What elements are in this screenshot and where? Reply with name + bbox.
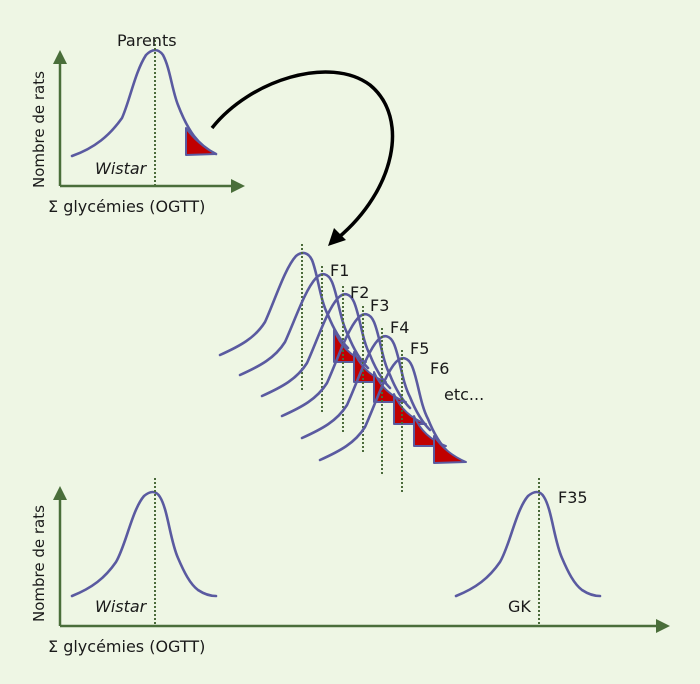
ylabel-top: Nombre de rats xyxy=(30,71,48,188)
comparison-panel: Wistar F35 GK Nombre de rats Σ glycémies… xyxy=(30,478,670,656)
cascade-curve-4 xyxy=(300,328,432,474)
gen-label-f5: F5 xyxy=(410,339,429,358)
gen-label-f4: F4 xyxy=(390,318,409,337)
generations-cascade: F1 F2 F3 F4 F5 F6 etc... xyxy=(218,244,484,494)
wistar-curve xyxy=(70,490,218,598)
etc-label: etc... xyxy=(444,385,484,404)
cascade-curve-1 xyxy=(238,266,370,412)
x-axis-bottom-arrow xyxy=(656,619,670,633)
cascade-curve-0 xyxy=(218,244,350,392)
arrow-head xyxy=(328,228,346,246)
cascade-tail-final xyxy=(433,435,467,464)
xlabel-bottom: Σ glycémies (OGTT) xyxy=(48,637,205,656)
gk-curve xyxy=(454,490,602,598)
cascade-curve-3 xyxy=(280,306,412,452)
arrow-path xyxy=(210,70,395,240)
selection-arrow xyxy=(210,70,395,246)
parents-curve xyxy=(70,48,218,158)
x-axis-top-arrow xyxy=(231,179,245,193)
cascade-curve-5 xyxy=(318,350,450,494)
ylabel-bottom: Nombre de rats xyxy=(30,505,48,622)
parents-label: Parents xyxy=(117,31,177,50)
gen-label-f3: F3 xyxy=(370,296,389,315)
y-axis-bottom-arrow xyxy=(53,486,67,500)
parents-panel: Parents Wistar Nombre de rats Σ glycémie… xyxy=(30,31,245,216)
gen-label-f1: F1 xyxy=(330,261,349,280)
parents-selected-tail xyxy=(185,127,217,156)
y-axis-top-arrow xyxy=(53,50,67,64)
gen-label-f6: F6 xyxy=(430,359,449,378)
f35-label: F35 xyxy=(558,488,588,507)
xlabel-top: Σ glycémies (OGTT) xyxy=(48,197,205,216)
gk-label: GK xyxy=(508,597,531,616)
gen-label-f2: F2 xyxy=(350,283,369,302)
wistar-top-label: Wistar xyxy=(95,159,148,178)
wistar-bottom-label: Wistar xyxy=(95,597,148,616)
